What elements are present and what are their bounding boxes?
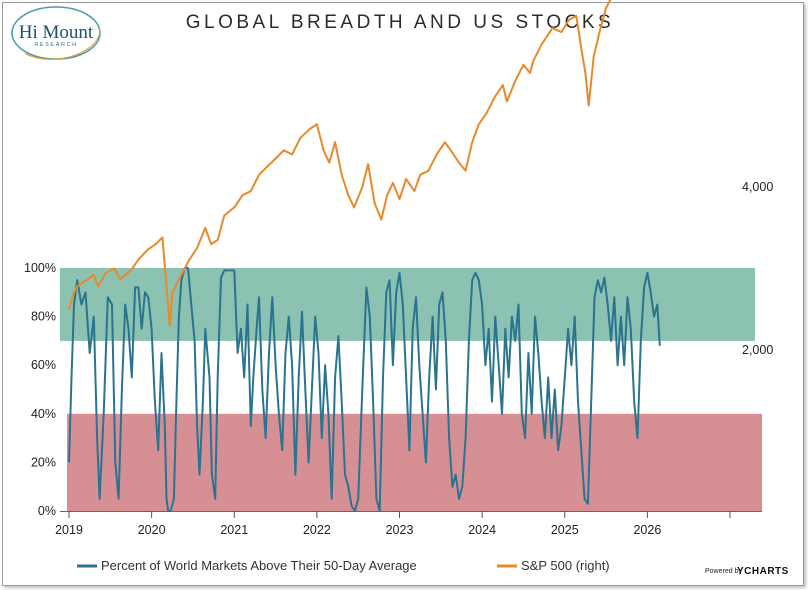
ycharts-brand: YCHARTS [737, 566, 789, 577]
chart-title: GLOBAL BREADTH AND US STOCKS [186, 12, 614, 33]
x-tick-label: 2023 [386, 523, 414, 537]
x-axis-ticks: 2019 2020 2021 2022 2023 2024 2025 2026 [55, 511, 731, 537]
bands-layer [60, 268, 762, 511]
left-tick-label: 80% [31, 310, 56, 324]
logo-name: Hi Mount [19, 22, 94, 43]
left-tick-label: 100% [24, 261, 56, 275]
x-tick-label: 2024 [468, 523, 496, 537]
left-tick-label: 60% [31, 358, 56, 372]
left-axis-ticks: 0% 20% 40% 60% 80% 100% [24, 261, 56, 518]
overbought-band [60, 268, 755, 341]
right-tick-label: 4,000 [742, 180, 773, 194]
x-tick-label: 2022 [303, 523, 331, 537]
series-line-breadth [68, 267, 661, 512]
right-axis-ticks: 2,000 4,000 [742, 180, 773, 357]
x-tick-label: 2019 [55, 523, 83, 537]
legend-label-sp500: S&P 500 (right) [521, 558, 610, 573]
logo-subtitle: RESEARCH [34, 42, 77, 48]
x-tick-label: 2021 [220, 523, 248, 537]
series-layer [68, 0, 661, 512]
x-tick-label: 2026 [633, 523, 661, 537]
ycharts-branding: Powered by YCHARTS [705, 566, 789, 577]
legend: Percent of World Markets Above Their 50-… [77, 558, 610, 573]
left-tick-label: 0% [38, 504, 56, 518]
logo: Hi Mount RESEARCH [11, 6, 101, 60]
legend-label-breadth: Percent of World Markets Above Their 50-… [101, 558, 417, 573]
oversold-band [67, 413, 762, 511]
left-tick-label: 40% [31, 407, 56, 421]
x-tick-label: 2025 [551, 523, 579, 537]
logo-arc [11, 6, 101, 60]
x-tick-label: 2020 [138, 523, 166, 537]
left-tick-label: 20% [31, 455, 56, 469]
series-line-sp500 [68, 0, 612, 327]
powered-by-text: Powered by [705, 568, 742, 575]
right-tick-label: 2,000 [742, 343, 773, 357]
